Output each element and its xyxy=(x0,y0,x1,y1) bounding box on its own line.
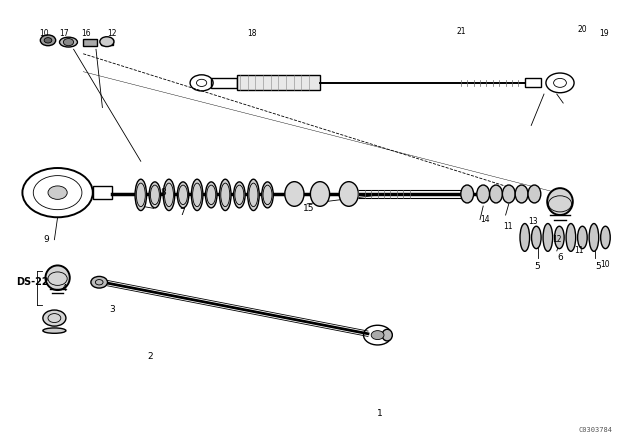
Text: 3: 3 xyxy=(109,305,115,314)
Ellipse shape xyxy=(285,182,304,207)
Text: 14: 14 xyxy=(480,215,490,224)
Ellipse shape xyxy=(149,182,161,208)
Ellipse shape xyxy=(248,179,259,211)
Text: 11: 11 xyxy=(503,222,512,231)
Ellipse shape xyxy=(191,179,203,211)
Ellipse shape xyxy=(520,224,529,251)
Bar xyxy=(93,186,112,199)
Text: DS-22: DS-22 xyxy=(16,277,49,287)
Circle shape xyxy=(63,39,74,46)
Ellipse shape xyxy=(220,179,231,211)
Ellipse shape xyxy=(502,185,515,203)
Circle shape xyxy=(91,276,108,288)
Ellipse shape xyxy=(135,179,147,211)
Ellipse shape xyxy=(555,226,564,249)
Ellipse shape xyxy=(543,224,553,251)
Ellipse shape xyxy=(566,224,576,251)
Text: 4: 4 xyxy=(61,284,67,293)
Bar xyxy=(83,39,97,46)
Ellipse shape xyxy=(43,328,66,333)
Text: 1: 1 xyxy=(378,409,383,418)
Bar xyxy=(237,75,320,90)
Text: 5: 5 xyxy=(596,262,601,271)
Text: 13: 13 xyxy=(528,217,538,226)
Ellipse shape xyxy=(177,182,189,208)
Text: 6: 6 xyxy=(557,253,563,262)
Ellipse shape xyxy=(601,226,611,249)
Ellipse shape xyxy=(531,226,541,249)
Ellipse shape xyxy=(461,185,474,203)
Ellipse shape xyxy=(515,185,528,203)
Circle shape xyxy=(40,35,56,46)
Ellipse shape xyxy=(205,182,217,208)
Text: 19: 19 xyxy=(599,29,609,38)
Text: 17: 17 xyxy=(59,29,69,38)
Ellipse shape xyxy=(477,185,490,203)
Ellipse shape xyxy=(234,182,245,208)
Ellipse shape xyxy=(382,329,392,341)
Ellipse shape xyxy=(490,185,502,203)
Ellipse shape xyxy=(547,188,573,215)
Text: 15: 15 xyxy=(303,204,315,213)
Text: 11: 11 xyxy=(575,246,584,255)
Ellipse shape xyxy=(262,182,273,208)
Text: 12: 12 xyxy=(108,29,116,38)
Text: C0303784: C0303784 xyxy=(578,427,612,433)
Text: 21: 21 xyxy=(456,27,465,36)
Text: 20: 20 xyxy=(577,25,588,34)
Circle shape xyxy=(48,186,67,199)
Ellipse shape xyxy=(45,265,70,290)
Bar xyxy=(101,39,113,45)
Text: 5: 5 xyxy=(535,262,540,271)
Circle shape xyxy=(43,310,66,326)
Circle shape xyxy=(100,37,114,47)
Ellipse shape xyxy=(60,37,77,47)
Bar xyxy=(211,78,237,88)
Bar xyxy=(525,78,541,87)
Ellipse shape xyxy=(589,224,599,251)
Circle shape xyxy=(371,331,384,340)
Ellipse shape xyxy=(163,179,175,211)
Text: 2: 2 xyxy=(148,352,153,361)
Text: 18: 18 xyxy=(247,29,256,38)
Text: 12: 12 xyxy=(552,235,561,244)
Text: 10: 10 xyxy=(38,29,49,38)
Ellipse shape xyxy=(528,185,541,203)
Text: 10: 10 xyxy=(600,260,610,269)
Ellipse shape xyxy=(310,182,330,207)
Ellipse shape xyxy=(578,226,588,249)
Circle shape xyxy=(44,38,52,43)
Text: 9: 9 xyxy=(44,235,49,244)
Text: 8: 8 xyxy=(161,188,166,197)
Text: 16: 16 xyxy=(81,29,92,38)
Ellipse shape xyxy=(339,182,358,207)
Text: 7: 7 xyxy=(180,208,185,217)
